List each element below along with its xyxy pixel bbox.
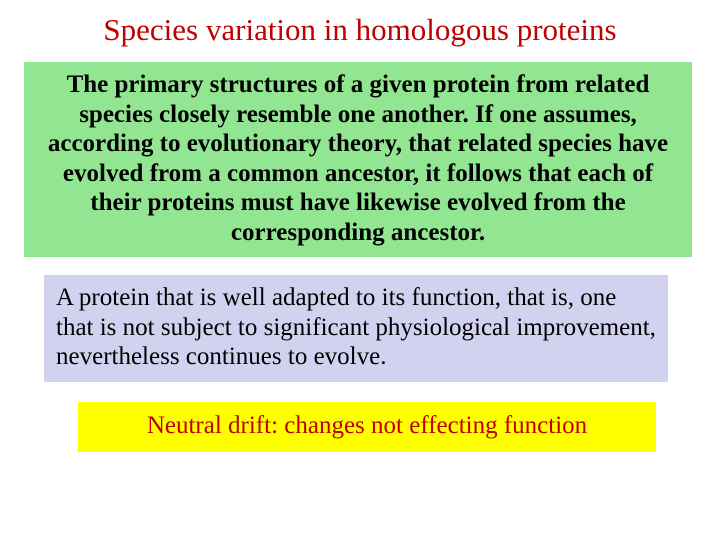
adaptation-box: A protein that is well adapted to its fu…: [44, 275, 668, 382]
slide-title: Species variation in homologous proteins: [0, 0, 720, 56]
primary-structures-box: The primary structures of a given protei…: [24, 62, 692, 257]
neutral-drift-box: Neutral drift: changes not effecting fun…: [78, 402, 656, 453]
